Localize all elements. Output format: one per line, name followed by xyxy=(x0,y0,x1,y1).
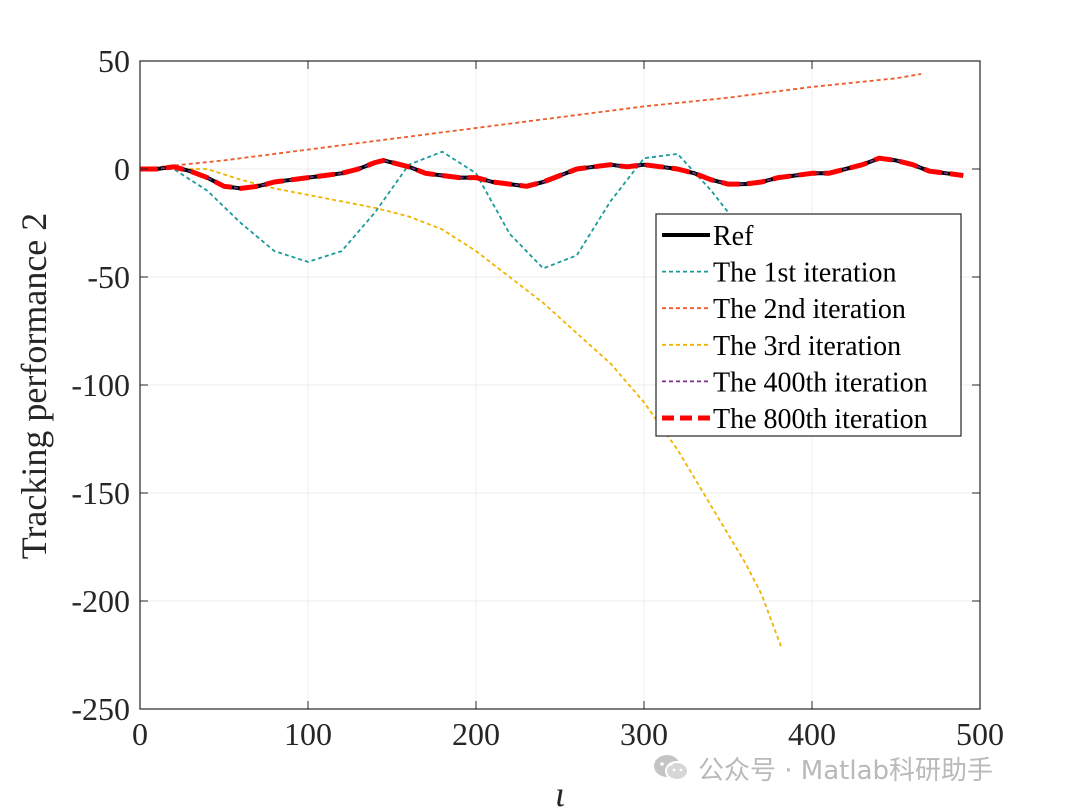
legend-entry-4: The 3rd iteration xyxy=(713,331,901,362)
legend: Ref The 1st iteration The 2nd iteration The… xyxy=(655,213,962,437)
x-tick-label: 0 xyxy=(132,716,148,752)
legend-entry-2: The 1st iteration xyxy=(713,258,897,289)
wechat-icon xyxy=(654,755,689,781)
series-line-2 xyxy=(140,150,733,270)
series-line-6 xyxy=(140,155,964,191)
x-tick-label: 300 xyxy=(620,716,668,752)
x-axis-title: ι xyxy=(555,774,565,808)
legend-entry-6: The 800th iteration xyxy=(713,404,928,435)
series-line-4 xyxy=(140,168,783,649)
y-tick-label: -50 xyxy=(87,259,130,295)
legend-entry-3: The 2nd iteration xyxy=(713,294,906,325)
y-tick-label: -150 xyxy=(71,475,130,511)
x-tick-label: 100 xyxy=(284,716,332,752)
y-tick-label: -200 xyxy=(71,583,130,619)
x-tick-label: 400 xyxy=(788,716,836,752)
watermark: 公众号 · Matlab科研助手 xyxy=(652,748,1052,788)
legend-entry-5: The 400th iteration xyxy=(713,367,928,398)
legend-box xyxy=(655,213,962,437)
x-tick-label: 200 xyxy=(452,716,500,752)
y-tick-label: -100 xyxy=(71,367,130,403)
series-line-3 xyxy=(140,73,922,170)
series-line-5 xyxy=(140,157,964,190)
x-tick-label: 500 xyxy=(956,716,1004,752)
plot-lines xyxy=(140,73,964,649)
y-axis-title: Tracking performance 2 xyxy=(14,213,54,560)
y-tick-label: 50 xyxy=(98,43,130,79)
y-tick-label: 0 xyxy=(114,151,130,187)
y-axis-ticks: 50 0 -50 -100 -150 -200 -250 xyxy=(71,43,980,727)
x-axis-ticks: 0 100 200 300 400 500 xyxy=(132,61,1004,752)
watermark-text: 公众号 · Matlab科研助手 xyxy=(698,755,994,786)
y-tick-label: -250 xyxy=(71,691,130,727)
legend-entry-1: Ref xyxy=(713,221,754,252)
